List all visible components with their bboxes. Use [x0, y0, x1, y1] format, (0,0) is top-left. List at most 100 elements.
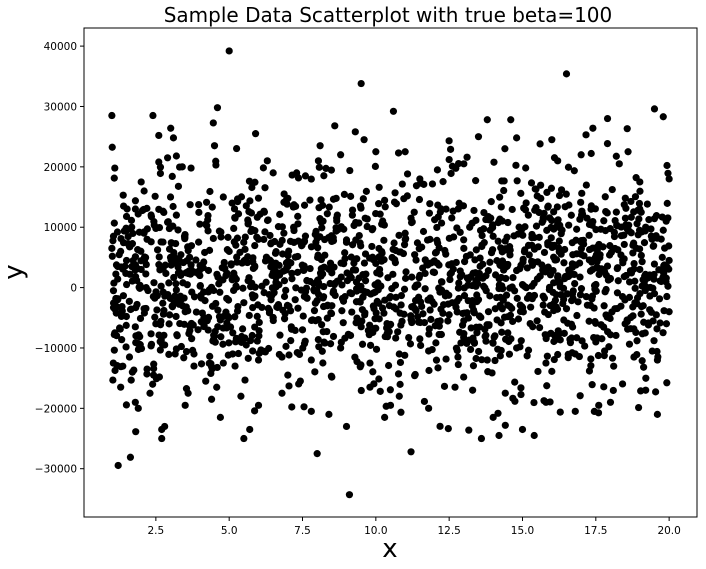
scatter-point: [380, 236, 388, 244]
scatter-point: [287, 323, 295, 331]
scatter-point: [460, 244, 468, 252]
scatter-point: [435, 330, 443, 339]
scatter-point: [254, 301, 262, 309]
scatter-point: [608, 354, 617, 362]
scatter-point: [108, 244, 116, 252]
scatter-point: [542, 359, 550, 367]
scatter-point: [429, 268, 437, 276]
scatter-point: [455, 294, 463, 303]
scatter-point: [554, 244, 563, 252]
scatter-point: [303, 276, 311, 285]
scatter-point: [506, 243, 514, 251]
scatter-point: [543, 188, 551, 196]
scatter-point: [656, 319, 664, 327]
scatter-point: [481, 325, 489, 333]
scatter-point: [460, 373, 468, 381]
scatter-point: [434, 317, 442, 326]
scatter-point: [477, 434, 486, 443]
scatter-point: [307, 175, 315, 183]
scatter-point: [123, 205, 131, 213]
scatter-point: [118, 307, 126, 315]
scatter-point: [247, 209, 256, 217]
scatter-point: [204, 216, 212, 224]
scatter-point: [474, 133, 483, 141]
scatter-point: [426, 200, 434, 208]
scatter-point: [320, 172, 328, 180]
scatter-point: [395, 248, 403, 256]
scatter-point: [452, 258, 460, 267]
scatter-point: [497, 346, 505, 355]
scatter-point: [587, 149, 595, 158]
scatter-point: [557, 250, 565, 258]
scatter-point: [543, 382, 551, 390]
scatter-point: [561, 203, 569, 211]
scatter-point: [632, 174, 640, 182]
scatter-point: [582, 131, 590, 139]
scatter-point: [426, 294, 434, 302]
scatter-point: [493, 293, 501, 302]
scatter-point: [397, 408, 405, 416]
scatter-point: [195, 208, 203, 216]
scatter-point: [372, 148, 380, 156]
scatter-point: [272, 248, 280, 256]
scatter-point: [276, 210, 284, 218]
scatter-point: [492, 271, 500, 279]
scatter-point: [453, 308, 461, 316]
scatter-point: [639, 302, 647, 310]
scatter-point: [155, 223, 164, 232]
scatter-point: [155, 373, 163, 381]
scatter-point: [172, 286, 180, 294]
scatter-point: [140, 187, 148, 195]
scatter-point: [529, 323, 537, 331]
scatter-point: [280, 277, 289, 285]
scatter-point: [473, 329, 481, 337]
scatter-point: [185, 267, 193, 275]
scatter-point: [575, 352, 583, 361]
scatter-point: [165, 320, 173, 328]
scatter-point: [539, 301, 547, 309]
scatter-point: [180, 354, 188, 362]
scatter-point: [533, 275, 542, 283]
scatter-point: [233, 144, 241, 153]
scatter-point: [537, 181, 545, 189]
scatter-point: [230, 269, 238, 277]
scatter-point: [455, 279, 463, 287]
scatter-point: [564, 163, 573, 171]
scatter-point: [460, 160, 468, 168]
scatter-point: [285, 351, 293, 359]
x-tick-label: 5.0: [221, 525, 238, 537]
scatter-point: [114, 295, 122, 303]
scatter-point: [509, 394, 517, 402]
scatter-point: [300, 201, 309, 209]
scatter-point: [140, 309, 148, 317]
scatter-point: [186, 201, 194, 209]
scatter-point: [487, 249, 496, 257]
scatter-point: [612, 152, 620, 160]
scatter-point: [433, 166, 442, 174]
scatter-point: [627, 213, 635, 221]
scatter-point: [592, 287, 600, 295]
scatter-point: [160, 331, 168, 339]
scatter-point: [434, 201, 442, 209]
scatter-point: [663, 161, 671, 170]
scatter-point: [350, 259, 358, 267]
scatter-point: [661, 244, 669, 252]
scatter-point: [637, 310, 645, 318]
scatter-point: [415, 318, 423, 326]
scatter-point: [511, 287, 519, 295]
scatter-point: [283, 200, 291, 208]
scatter-point: [482, 331, 490, 339]
scatter-point: [342, 422, 351, 431]
scatter-point: [509, 273, 517, 282]
scatter-point: [445, 311, 453, 319]
scatter-point: [345, 491, 354, 499]
scatter-point: [287, 337, 295, 345]
scatter-point: [647, 225, 655, 233]
scatter-point: [314, 157, 323, 165]
scatter-point: [560, 329, 568, 337]
scatter-point: [202, 198, 211, 206]
scatter-point: [225, 47, 233, 55]
scatter-point: [516, 343, 524, 351]
scatter-point: [325, 410, 333, 418]
scatter-point: [478, 356, 486, 364]
